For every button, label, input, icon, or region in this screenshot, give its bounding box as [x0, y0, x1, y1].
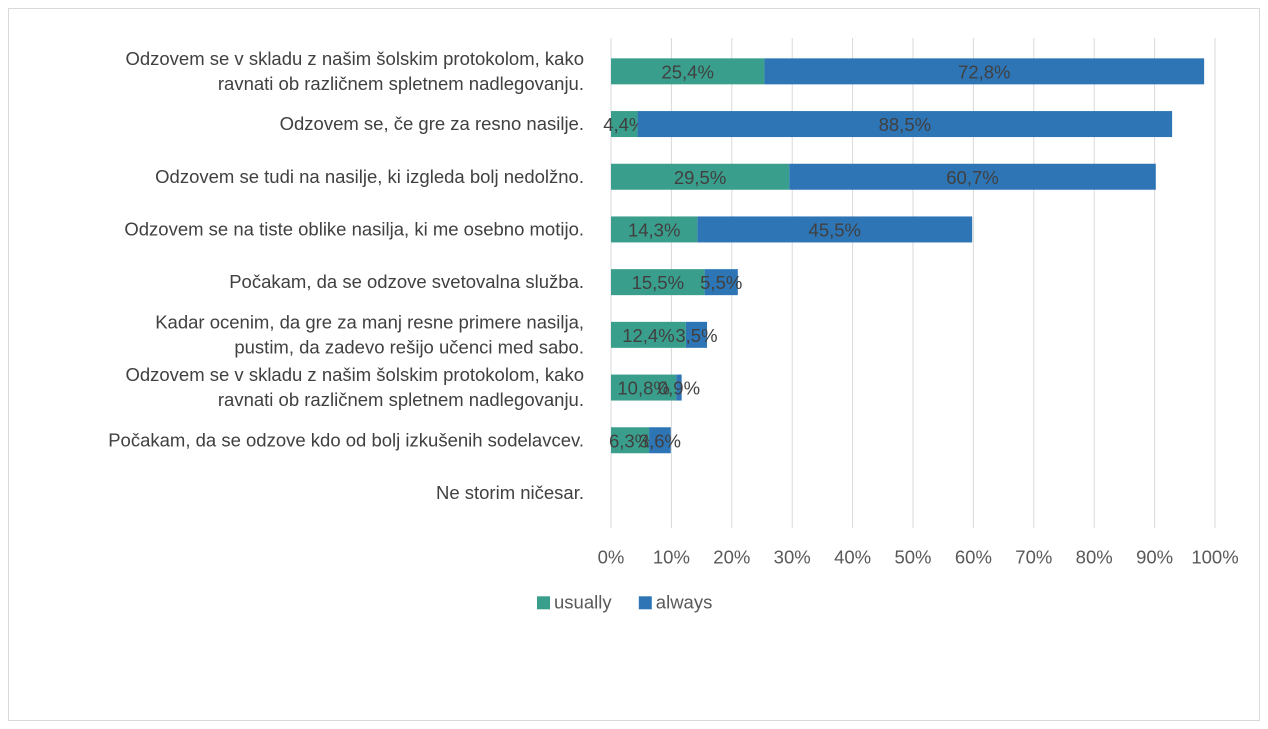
data-label: 12,4% — [622, 325, 674, 346]
category-label: Odzovem se tudi na nasilje, ki izgleda b… — [155, 166, 584, 187]
bar-always — [704, 269, 738, 296]
category-label: Ne storim ničesar. — [436, 482, 584, 503]
data-label: 15,5% — [632, 272, 684, 293]
bar-usually — [611, 269, 705, 296]
data-label: 5,5% — [700, 272, 742, 293]
x-tick-label: 60% — [955, 546, 992, 567]
data-label: 3,5% — [675, 325, 717, 346]
data-label: 10,8% — [617, 378, 669, 399]
bar-always — [685, 321, 708, 348]
x-tick-label: 70% — [1015, 546, 1052, 567]
stacked-bar-chart: 0% 10% 20% 30% 40% 50% 60% 70% 80% 90% 100% Odzovem… — [108, 38, 1239, 612]
category-label: pustim, da zadevo rešijo učenci med sabo… — [234, 336, 584, 357]
x-tick-label: 20% — [713, 546, 750, 567]
category-label: ravnati ob različnem spletnem nadlegovan… — [218, 389, 584, 410]
legend-label-always: always — [656, 591, 713, 612]
legend-label-usually: usually — [554, 591, 612, 612]
category-label: Kadar ocenim, da gre za manj resne prime… — [155, 311, 584, 332]
data-label: 14,3% — [628, 219, 680, 240]
category-label: Odzovem se, če gre za resno nasilje. — [280, 113, 584, 134]
data-label: 4,4% — [603, 114, 645, 135]
data-label: 29,5% — [674, 167, 726, 188]
bar-always — [697, 216, 973, 243]
x-tick-label: 90% — [1136, 546, 1173, 567]
bar-usually — [611, 427, 650, 454]
bar-always — [764, 58, 1205, 85]
data-label: 60,7% — [946, 167, 998, 188]
bar-always — [637, 111, 1173, 138]
bar-usually — [611, 58, 765, 85]
data-label: 6,3% — [609, 430, 651, 451]
data-label: 72,8% — [958, 61, 1010, 82]
bar-usually — [611, 163, 790, 190]
data-label: 45,5% — [809, 219, 861, 240]
category-label: Odzovem se v skladu z našim šolskim prot… — [125, 48, 584, 69]
bar-always — [789, 163, 1156, 190]
legend-swatch-always — [638, 596, 652, 610]
x-tick-label: 10% — [653, 546, 690, 567]
legend-swatch-usually — [537, 596, 550, 610]
bar-usually — [611, 374, 677, 401]
chart-area: 0% 10% 20% 30% 40% 50% 60% 70% 80% 90% 100% Odzovem… — [8, 8, 1260, 721]
bar-usually — [611, 111, 638, 138]
data-label: 3,6% — [639, 430, 681, 451]
data-label: 25,4% — [661, 61, 713, 82]
x-tick-label: 50% — [894, 546, 931, 567]
x-tick-label: 100% — [1191, 546, 1238, 567]
x-tick-label: 80% — [1076, 546, 1113, 567]
bar-always — [676, 374, 682, 401]
category-label: ravnati ob različnem spletnem nadlegovan… — [218, 73, 584, 94]
x-tick-label: 30% — [774, 546, 811, 567]
bar-usually — [611, 321, 686, 348]
data-label: 0,9% — [658, 378, 700, 399]
bar-usually — [611, 216, 698, 243]
x-tick-label: 40% — [834, 546, 871, 567]
bar-always — [649, 427, 671, 454]
category-label: Počakam, da se odzove svetovalna služba. — [229, 271, 584, 292]
category-label: Počakam, da se odzove kdo od bolj izkuše… — [108, 429, 584, 450]
category-label: Odzovem se v skladu z našim šolskim prot… — [125, 364, 584, 385]
data-label: 88,5% — [879, 114, 931, 135]
x-tick-label: 0% — [598, 546, 625, 567]
category-label: Odzovem se na tiste oblike nasilja, ki m… — [124, 218, 584, 239]
